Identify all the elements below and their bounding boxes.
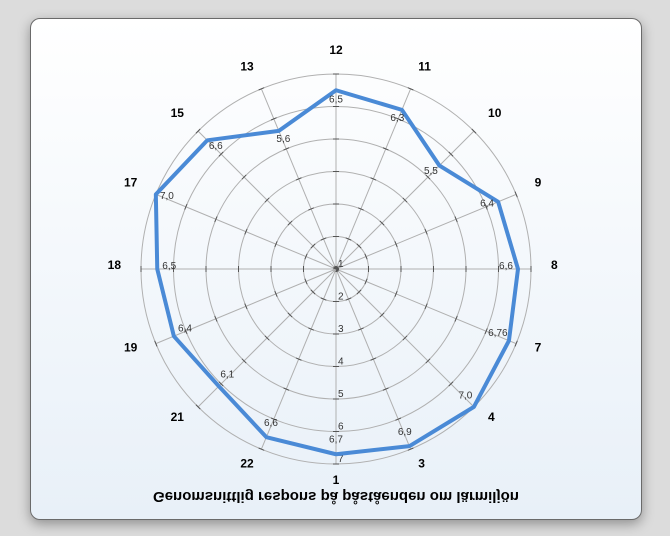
svg-text:22: 22 xyxy=(240,457,254,471)
radar-chart: 123456716,736,947,076,7686,696,4105,5116… xyxy=(31,19,641,519)
svg-text:5,5: 5,5 xyxy=(424,166,438,177)
svg-text:1: 1 xyxy=(338,259,344,270)
svg-text:6,1: 6,1 xyxy=(220,370,234,381)
svg-text:7,0: 7,0 xyxy=(160,191,174,202)
svg-text:18: 18 xyxy=(108,258,122,272)
svg-text:6,6: 6,6 xyxy=(209,141,223,152)
svg-text:5: 5 xyxy=(338,389,344,400)
svg-text:6,9: 6,9 xyxy=(398,427,412,438)
svg-text:3: 3 xyxy=(418,457,425,471)
svg-text:6,5: 6,5 xyxy=(162,261,176,272)
svg-text:1: 1 xyxy=(333,473,340,487)
svg-text:4: 4 xyxy=(488,410,495,424)
svg-text:7,0: 7,0 xyxy=(458,390,472,401)
svg-text:11: 11 xyxy=(418,59,431,73)
svg-text:13: 13 xyxy=(240,59,254,73)
chart-title: Genomsnittlig respons på påståenden om l… xyxy=(31,488,641,505)
svg-text:6: 6 xyxy=(338,422,344,433)
svg-text:9: 9 xyxy=(535,176,542,190)
svg-text:5,6: 5,6 xyxy=(276,134,290,145)
svg-text:3: 3 xyxy=(338,324,344,335)
svg-text:6,4: 6,4 xyxy=(480,198,494,209)
svg-text:17: 17 xyxy=(124,176,138,190)
chart-card: 123456716,736,947,076,7686,696,4105,5116… xyxy=(30,18,642,520)
svg-text:6,76: 6,76 xyxy=(488,328,508,339)
svg-text:6,6: 6,6 xyxy=(499,261,513,272)
svg-text:12: 12 xyxy=(329,43,343,57)
svg-text:10: 10 xyxy=(488,106,502,120)
svg-text:6,7: 6,7 xyxy=(329,434,343,445)
svg-text:6,6: 6,6 xyxy=(264,418,278,429)
svg-text:21: 21 xyxy=(171,410,185,424)
svg-text:19: 19 xyxy=(124,340,138,354)
svg-text:8: 8 xyxy=(551,258,558,272)
svg-text:6,5: 6,5 xyxy=(329,94,343,105)
svg-text:7: 7 xyxy=(535,340,542,354)
svg-text:15: 15 xyxy=(171,106,185,120)
svg-text:6,3: 6,3 xyxy=(390,113,404,124)
svg-text:4: 4 xyxy=(338,357,344,368)
svg-text:2: 2 xyxy=(338,292,344,303)
svg-text:6,4: 6,4 xyxy=(178,324,192,335)
